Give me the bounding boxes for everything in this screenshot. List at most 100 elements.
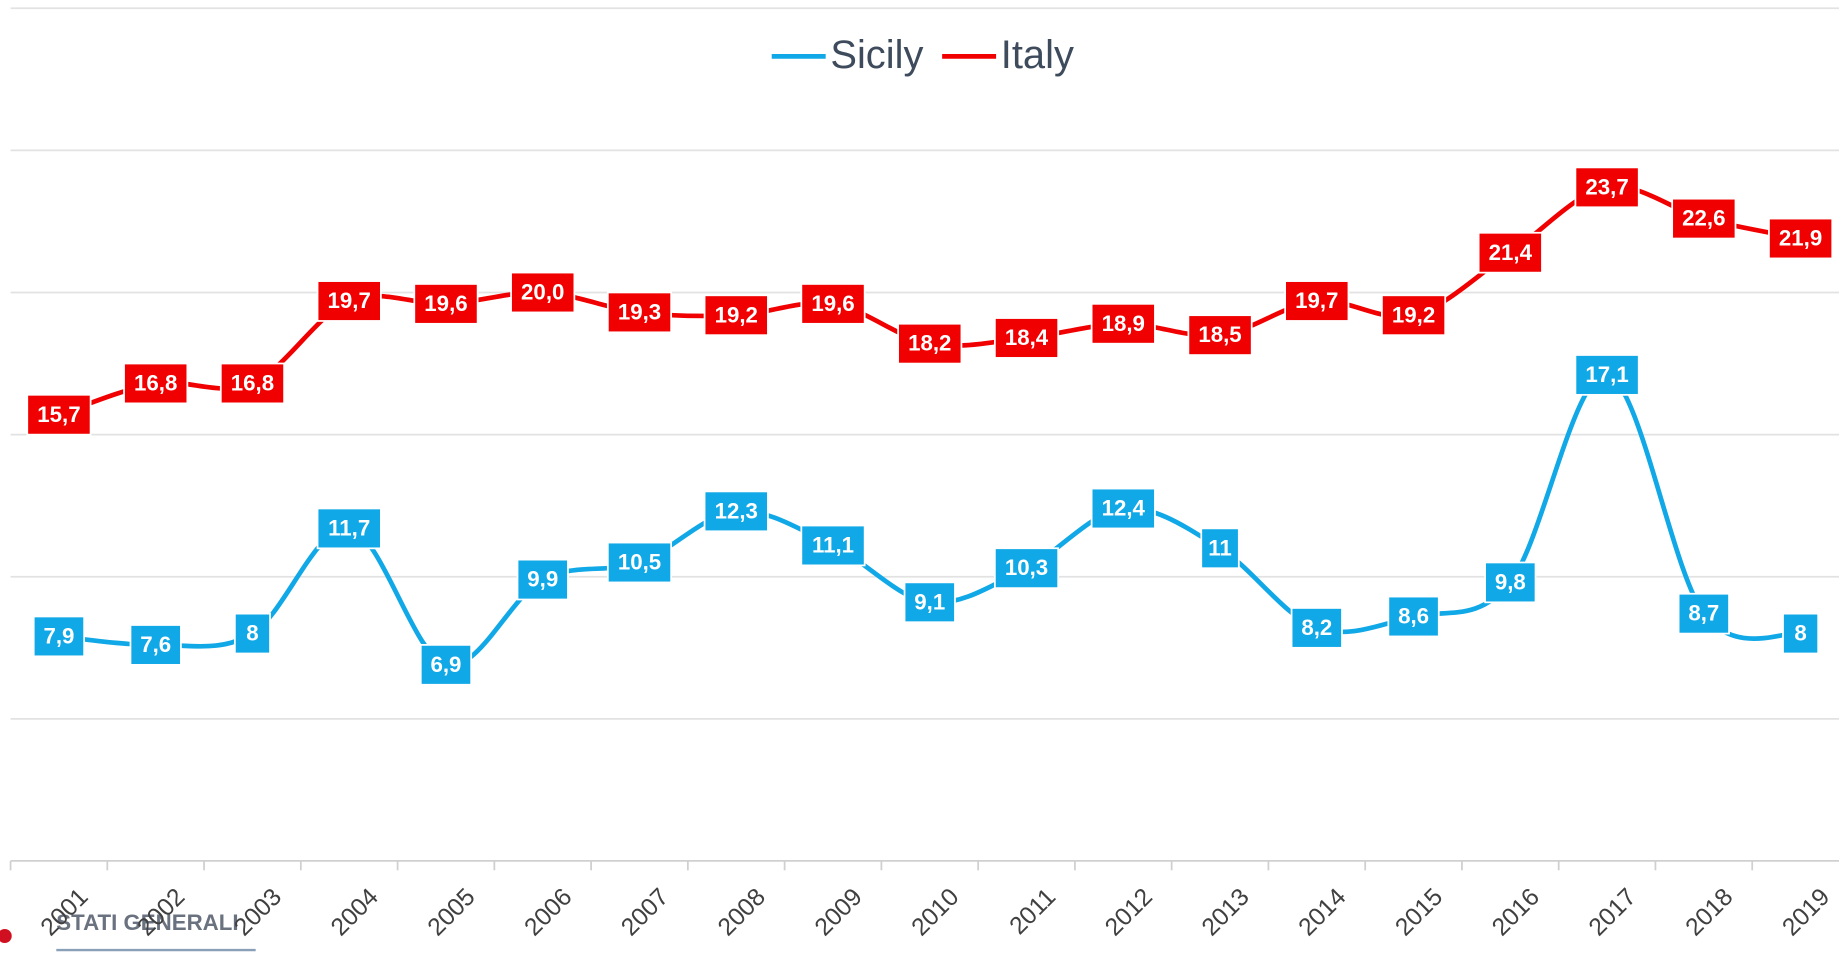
data-label-text: 8,2 <box>1301 615 1332 640</box>
data-label-box <box>897 322 963 365</box>
data-label: 9,9 <box>516 558 569 601</box>
x-tick-label: 2012 <box>1100 884 1158 942</box>
data-label-box <box>1200 527 1240 570</box>
data-label-box <box>703 294 769 337</box>
data-label: 21,9 <box>1768 217 1834 260</box>
data-label: 19,7 <box>316 280 382 322</box>
data-label: 18,4 <box>993 317 1060 359</box>
data-label-text: 8,6 <box>1398 604 1429 629</box>
data-label-box <box>1484 561 1537 604</box>
data-label-text: 19,7 <box>328 288 371 313</box>
data-label-box <box>516 558 569 601</box>
logo-dot <box>0 928 12 944</box>
data-label-text: 9,9 <box>527 567 558 592</box>
data-label: 8,6 <box>1387 595 1440 638</box>
x-tick-label: 2010 <box>907 884 965 942</box>
data-label: 18,2 <box>897 322 963 365</box>
data-label-text: 21,9 <box>1779 226 1822 251</box>
x-tick-label: 2004 <box>326 884 384 942</box>
data-label-text: 23,7 <box>1585 174 1628 199</box>
x-tick-label: 2007 <box>616 884 674 942</box>
data-label: 19,3 <box>606 291 673 334</box>
data-label-text: 11,1 <box>812 533 854 558</box>
data-label: 11,1 <box>800 524 866 567</box>
data-label-text: 16,8 <box>231 371 274 396</box>
data-label-box <box>1671 197 1737 240</box>
data-label-box <box>1574 166 1640 209</box>
data-label: 17,1 <box>1574 354 1640 396</box>
data-label-text: 8,7 <box>1688 601 1719 626</box>
x-tick-label: 2006 <box>520 884 578 942</box>
data-label: 23,7 <box>1574 166 1640 209</box>
data-label: 15,7 <box>26 393 92 436</box>
data-label-text: 8 <box>1794 621 1806 646</box>
data-label: 12,4 <box>1090 487 1156 530</box>
data-label-box <box>129 624 182 666</box>
data-label: 16,8 <box>123 362 189 405</box>
data-label-box <box>800 524 866 567</box>
data-label: 19,6 <box>800 283 866 325</box>
data-label: 18,5 <box>1187 314 1253 356</box>
watermark: STATI GENERALI <box>56 910 238 935</box>
data-label: 8 <box>233 612 271 655</box>
data-label-text: 15,7 <box>37 402 80 427</box>
data-label-box <box>316 507 382 550</box>
data-label: 18,9 <box>1090 302 1156 345</box>
data-label-box <box>1574 354 1640 396</box>
data-label: 11 <box>1200 527 1240 570</box>
data-label-box <box>703 490 769 533</box>
data-label-box <box>1782 612 1820 655</box>
x-tick-label: 2013 <box>1197 884 1255 942</box>
data-label: 8,7 <box>1677 592 1730 635</box>
data-label-text: 11 <box>1208 535 1232 560</box>
x-tick-label: 2016 <box>1487 884 1545 942</box>
data-label-box <box>1768 217 1834 260</box>
data-label-box <box>1477 231 1543 274</box>
data-label: 21,4 <box>1477 231 1543 274</box>
data-label-box <box>606 541 673 584</box>
data-label: 8 <box>1782 612 1820 655</box>
data-label: 19,2 <box>1381 294 1447 337</box>
data-label: 19,7 <box>1284 280 1350 322</box>
data-label: 19,6 <box>413 283 479 325</box>
data-label-text: 18,5 <box>1198 322 1241 347</box>
data-label: 11,7 <box>316 507 382 550</box>
data-label-text: 8 <box>246 621 258 646</box>
x-tick-label: 2019 <box>1777 884 1835 942</box>
data-label-box <box>316 280 382 322</box>
data-label: 22,6 <box>1671 197 1737 240</box>
x-tick-label: 2005 <box>423 884 481 942</box>
data-label-box <box>26 393 92 436</box>
data-label-text: 16,8 <box>134 371 177 396</box>
data-label: 12,3 <box>703 490 769 533</box>
data-label-box <box>1387 595 1440 638</box>
data-label-text: 9,8 <box>1495 569 1526 594</box>
x-tick-label: 2008 <box>713 884 771 942</box>
data-label-text: 10,5 <box>618 550 661 575</box>
data-label: 9,8 <box>1484 561 1537 604</box>
data-label-box <box>1090 487 1156 530</box>
data-label-text: 9,1 <box>914 589 945 614</box>
data-label-text: 12,4 <box>1102 496 1146 521</box>
data-label-box <box>903 581 956 624</box>
data-label-box <box>233 612 271 655</box>
data-label-text: 17,1 <box>1585 362 1628 387</box>
x-tick-label: 2014 <box>1294 884 1352 942</box>
data-label-box <box>32 615 86 658</box>
data-label-box <box>123 362 189 405</box>
data-label: 6,9 <box>419 644 473 686</box>
data-label-text: 22,6 <box>1682 206 1725 231</box>
data-label: 7,9 <box>32 615 86 658</box>
data-label-box <box>1290 607 1343 649</box>
data-label-box <box>1677 592 1730 635</box>
data-label-box <box>993 547 1060 590</box>
x-tick-label: 2011 <box>1005 884 1062 941</box>
data-label-text: 18,2 <box>908 331 951 356</box>
data-label-text: 19,7 <box>1295 288 1338 313</box>
x-tick-label: 2009 <box>810 884 868 942</box>
data-label-text: 7,6 <box>140 632 171 657</box>
legend-label: Italy <box>1001 33 1074 77</box>
data-label: 10,5 <box>606 541 673 584</box>
